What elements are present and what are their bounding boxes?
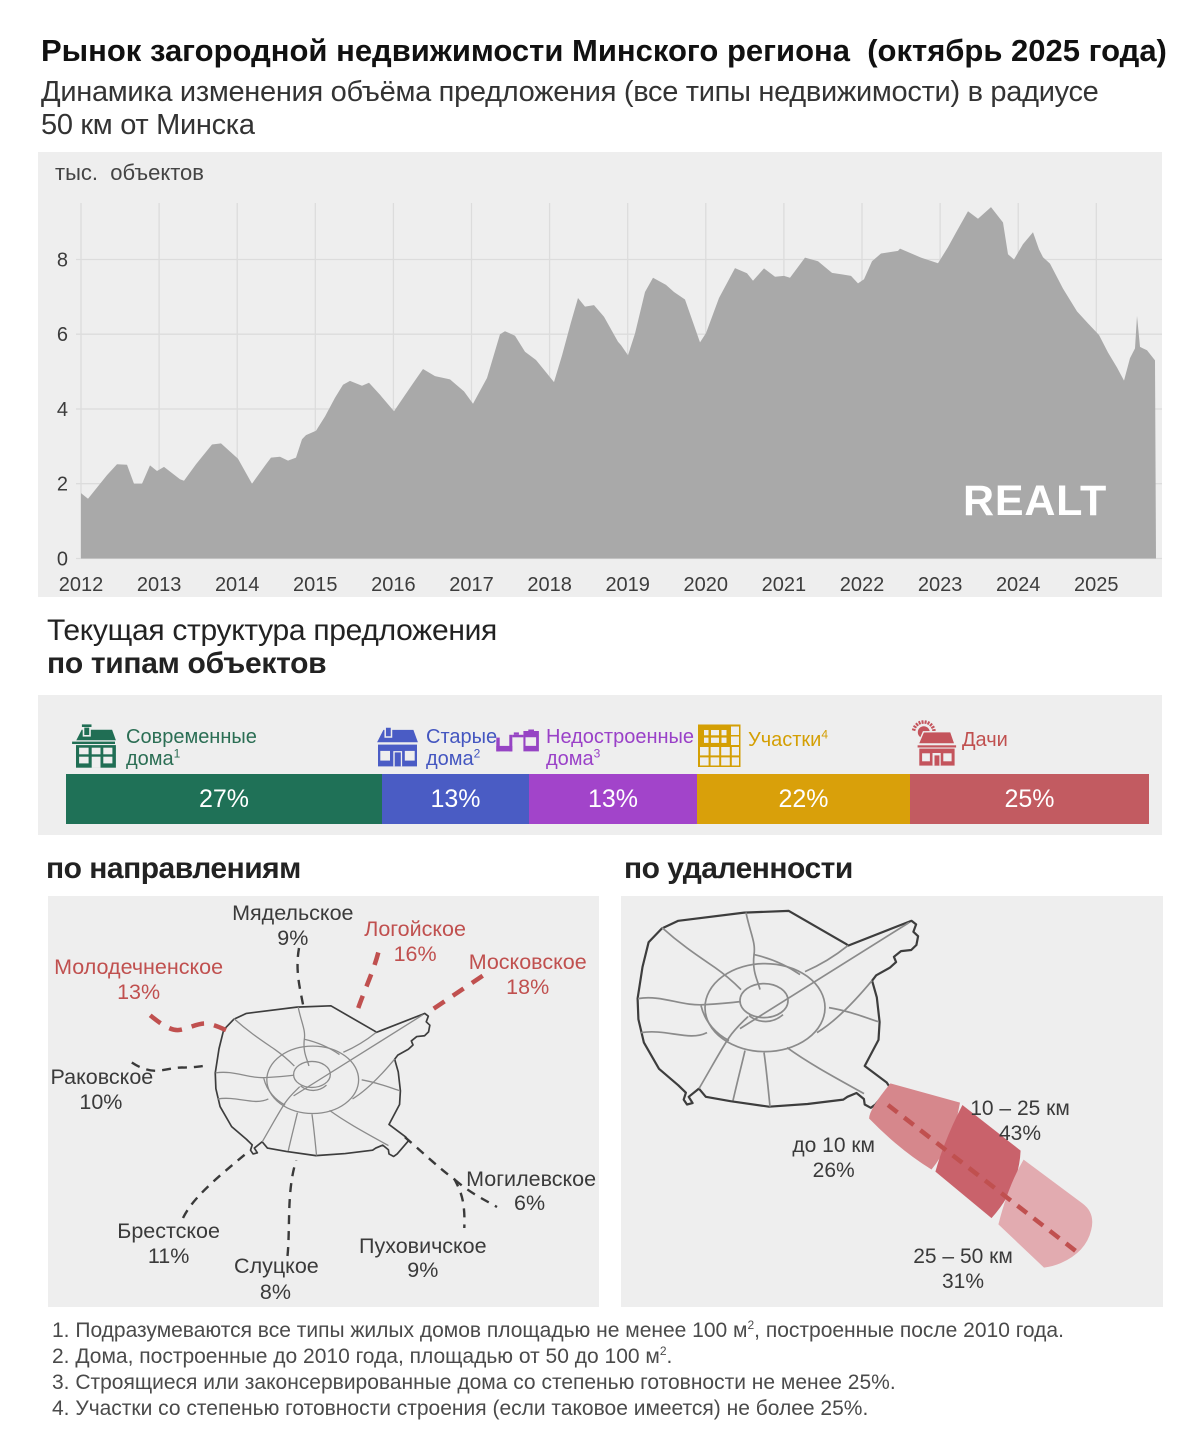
svg-text:2021: 2021 (762, 574, 807, 596)
svg-text:0: 0 (57, 549, 68, 571)
svg-text:11%: 11% (148, 1244, 189, 1268)
svg-text:Московское: Московское (469, 950, 587, 974)
svg-text:Могилевское: Могилевское (466, 1167, 596, 1191)
svg-text:2024: 2024 (996, 574, 1041, 596)
svg-text:8%: 8% (260, 1280, 291, 1304)
svg-text:26%: 26% (813, 1159, 855, 1182)
svg-text:4: 4 (57, 399, 68, 421)
svg-text:9%: 9% (277, 926, 308, 950)
svg-text:2025: 2025 (1074, 574, 1119, 596)
svg-text:Молодечненское: Молодечненское (54, 955, 223, 979)
svg-text:31%: 31% (942, 1270, 984, 1293)
svg-text:Раковское: Раковское (51, 1065, 154, 1089)
svg-text:2022: 2022 (840, 574, 885, 596)
svg-text:8: 8 (57, 250, 68, 272)
svg-text:10%: 10% (79, 1090, 122, 1114)
svg-text:43%: 43% (999, 1122, 1041, 1145)
svg-text:2019: 2019 (605, 574, 650, 596)
svg-text:10 – 25 км: 10 – 25 км (970, 1097, 1070, 1120)
svg-text:6%: 6% (514, 1191, 545, 1215)
svg-text:Слуцкое: Слуцкое (234, 1254, 319, 1278)
svg-text:2017: 2017 (449, 574, 494, 596)
svg-text:9%: 9% (407, 1258, 438, 1282)
svg-text:тыс. объектов: тыс. объектов (55, 160, 204, 185)
svg-text:13%: 13% (117, 980, 160, 1004)
svg-text:2020: 2020 (684, 574, 729, 596)
svg-text:6: 6 (57, 324, 68, 346)
svg-text:2015: 2015 (293, 574, 338, 596)
svg-text:25 – 50 км: 25 – 50 км (913, 1245, 1013, 1268)
svg-text:Пуховичское: Пуховичское (359, 1234, 487, 1258)
svg-text:2013: 2013 (137, 574, 182, 596)
svg-text:2018: 2018 (527, 574, 572, 596)
svg-text:18%: 18% (506, 975, 549, 999)
svg-text:2: 2 (57, 474, 68, 496)
svg-text:REALT: REALT (963, 477, 1107, 525)
svg-text:Мядельское: Мядельское (232, 901, 353, 925)
svg-text:16%: 16% (394, 942, 437, 966)
svg-text:Брестское: Брестское (117, 1219, 220, 1243)
svg-text:до 10 км: до 10 км (792, 1134, 875, 1157)
svg-text:2014: 2014 (215, 574, 260, 596)
svg-text:2023: 2023 (918, 574, 963, 596)
svg-text:2012: 2012 (59, 574, 104, 596)
svg-text:2016: 2016 (371, 574, 416, 596)
svg-text:Логойское: Логойское (364, 917, 466, 941)
